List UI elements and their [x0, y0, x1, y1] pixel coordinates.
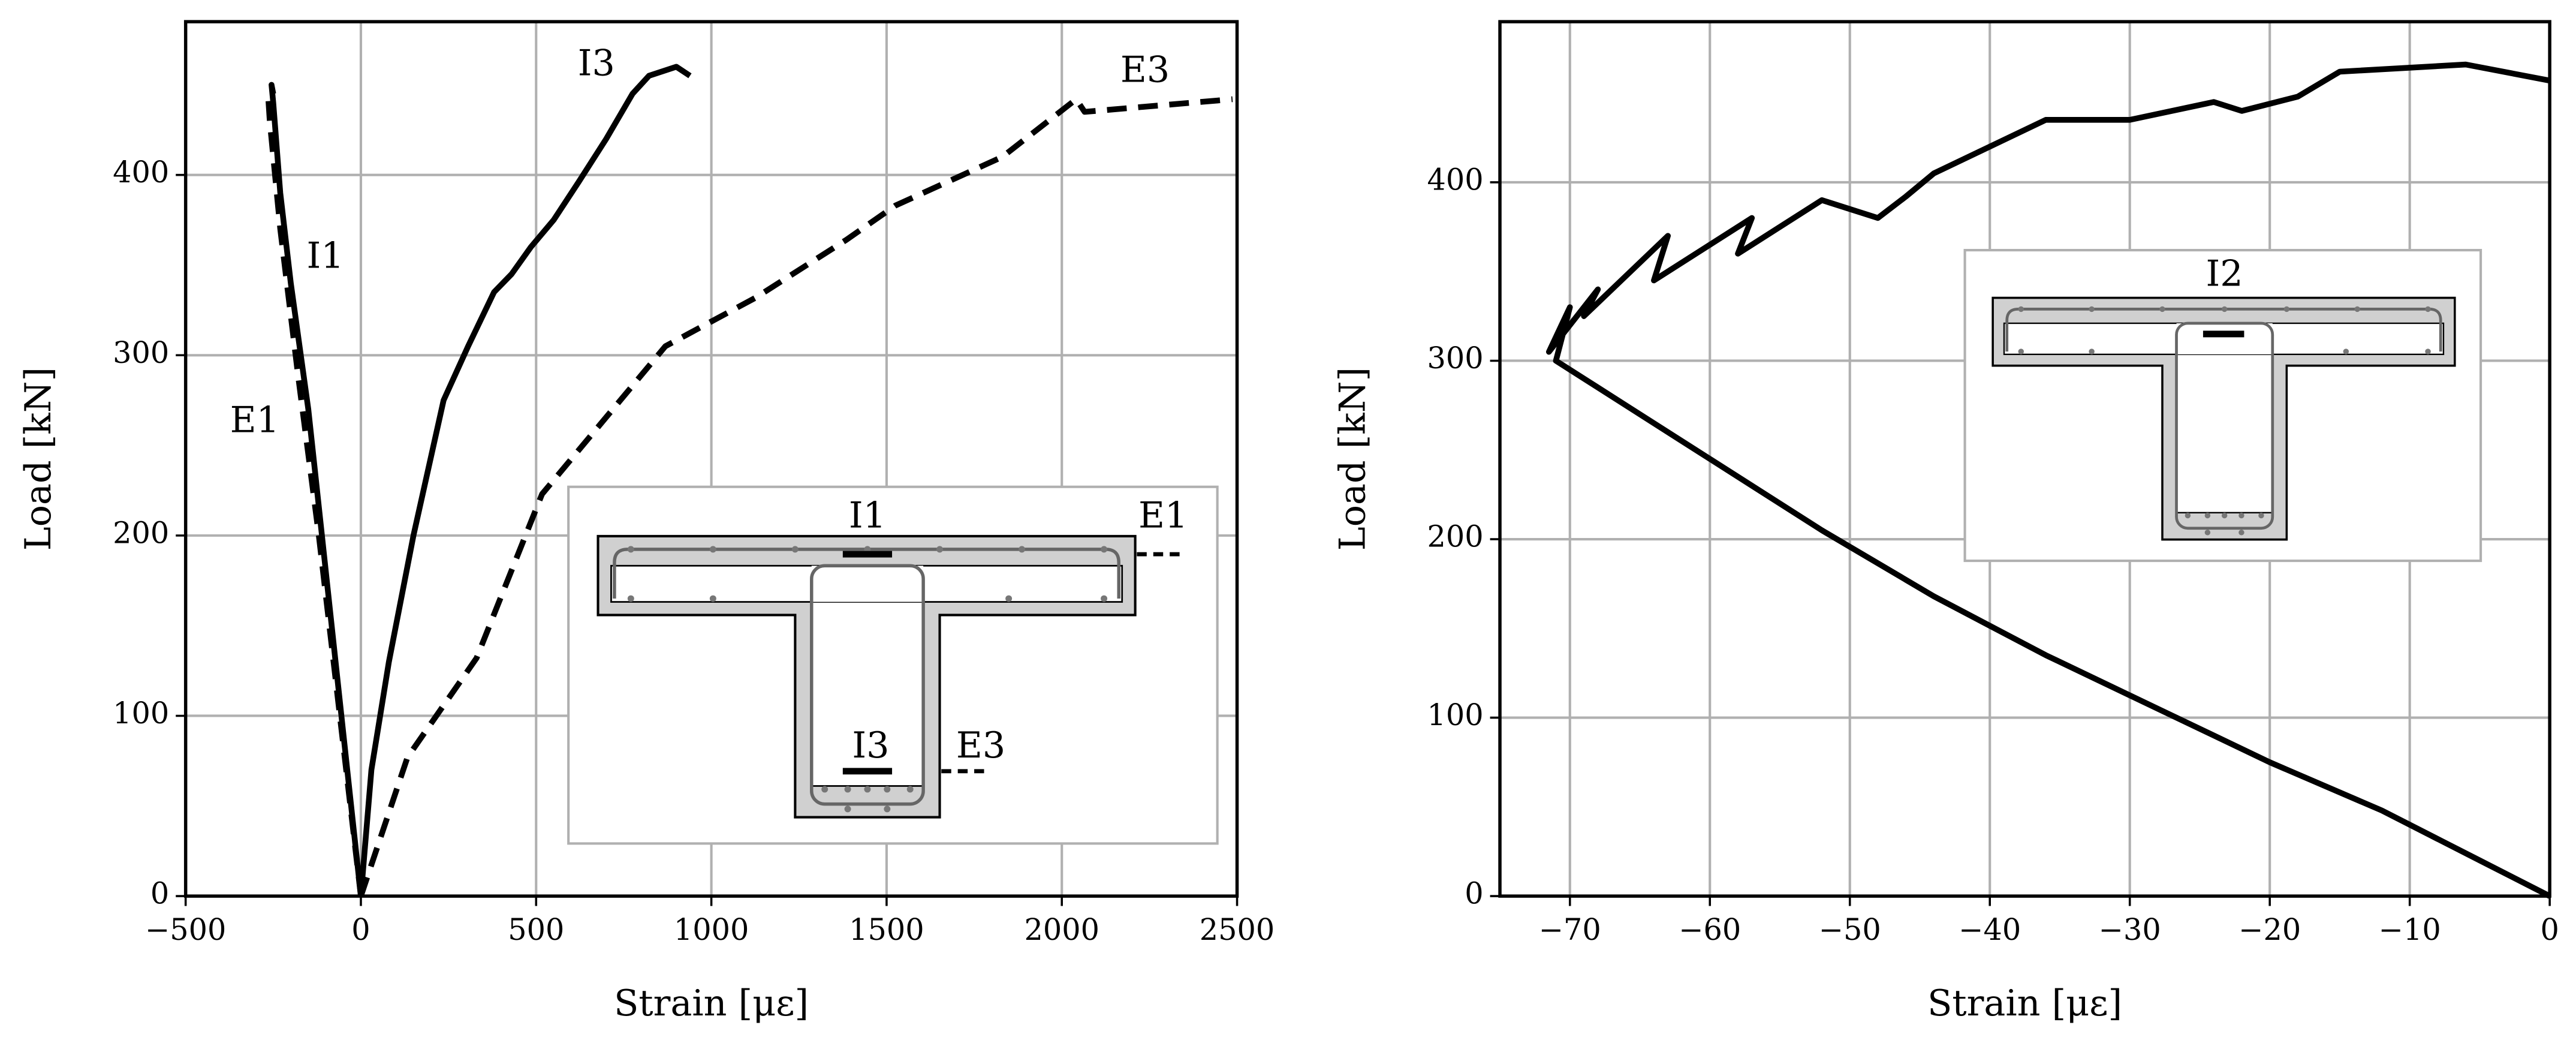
x-tick-label: −70: [1539, 912, 1601, 947]
y-tick-label: 200: [1427, 519, 1483, 554]
data-line: [358, 64, 692, 897]
annotation: I3: [852, 725, 889, 767]
annotation: E3: [1120, 49, 1170, 91]
x-axis-label: Strain [με]: [614, 982, 809, 1024]
data-line: [358, 96, 1233, 897]
annotation: I1: [849, 494, 886, 536]
plot-frame: [1498, 20, 2551, 898]
x-tick-label: −60: [1679, 912, 1741, 947]
x-tick-label: −30: [2099, 912, 2161, 947]
y-axis-label: Load [kN]: [17, 367, 59, 551]
x-tick-label: 1000: [674, 912, 749, 947]
x-tick-label: 500: [508, 912, 564, 947]
y-tick-label: 400: [113, 155, 169, 190]
x-tick-label: −50: [1819, 912, 1881, 947]
y-tick-label: 400: [1427, 162, 1483, 197]
plot-frame: [183, 20, 1239, 898]
x-tick-label: 1500: [849, 912, 924, 947]
x-tick-label: −40: [1959, 912, 2021, 947]
y-tick-label: 300: [113, 335, 169, 370]
y-tick-label: 300: [1427, 341, 1483, 375]
x-tick-label: 0: [2540, 912, 2559, 947]
annotation: E1: [1138, 494, 1188, 536]
x-tick-label: −500: [145, 912, 226, 947]
x-axis-label: Strain [με]: [1927, 982, 2122, 1024]
annotation: E1: [230, 399, 279, 441]
annotation: E3: [956, 725, 1005, 767]
y-tick-label: 100: [1427, 698, 1483, 732]
y-tick-label: 0: [150, 876, 169, 911]
data-line: [1545, 61, 2551, 899]
x-tick-label: 0: [351, 912, 370, 947]
data-line: [269, 82, 364, 897]
annotation: I2: [2206, 253, 2243, 294]
x-tick-label: 2500: [1200, 912, 1275, 947]
x-tick-label: −10: [2379, 912, 2441, 947]
annotation: I1: [307, 235, 344, 276]
y-tick-label: 100: [113, 696, 169, 731]
annotation: I3: [578, 43, 615, 85]
y-tick-label: 0: [1465, 876, 1483, 911]
x-tick-label: −20: [2238, 912, 2301, 947]
y-tick-label: 200: [113, 515, 169, 550]
y-axis-label: Load [kN]: [1331, 367, 1373, 551]
x-tick-label: 2000: [1024, 912, 1099, 947]
